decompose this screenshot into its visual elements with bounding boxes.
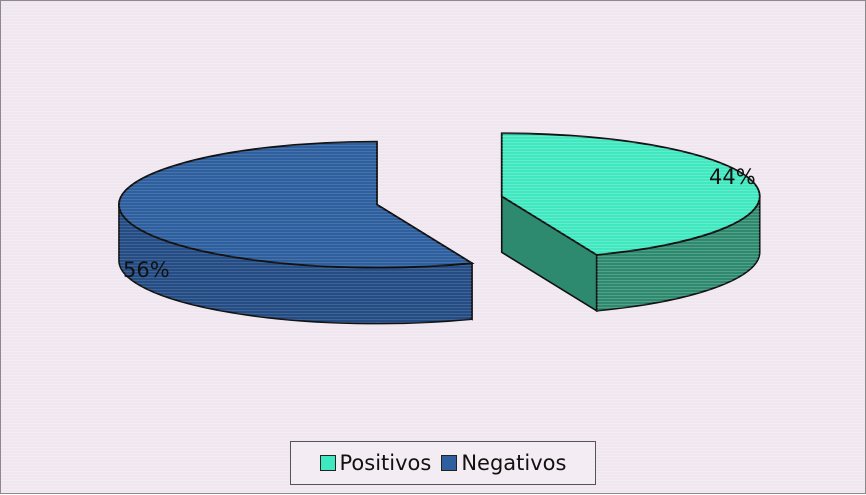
data-label-positivos: 44%	[709, 165, 756, 189]
legend-swatch-negativos	[441, 455, 458, 471]
legend-item-negativos: Negativos	[441, 451, 566, 475]
pie-slice-negativos	[118, 140, 475, 325]
legend-label-positivos: Positivos	[339, 451, 432, 475]
legend-item-positivos: Positivos	[319, 451, 432, 475]
pie-slice-positivos	[500, 132, 761, 313]
slice-top-texture-negativos	[118, 141, 472, 268]
slice-top-texture-positivos	[501, 133, 760, 255]
chart-legend: Positivos Negativos	[290, 441, 596, 485]
legend-label-negativos: Negativos	[461, 451, 567, 475]
legend-swatch-positivos	[319, 455, 336, 471]
slice-rim-texture-negativos	[118, 204, 472, 324]
data-label-negativos: 56%	[123, 258, 170, 282]
slice-rim-texture-positivos	[596, 196, 760, 311]
